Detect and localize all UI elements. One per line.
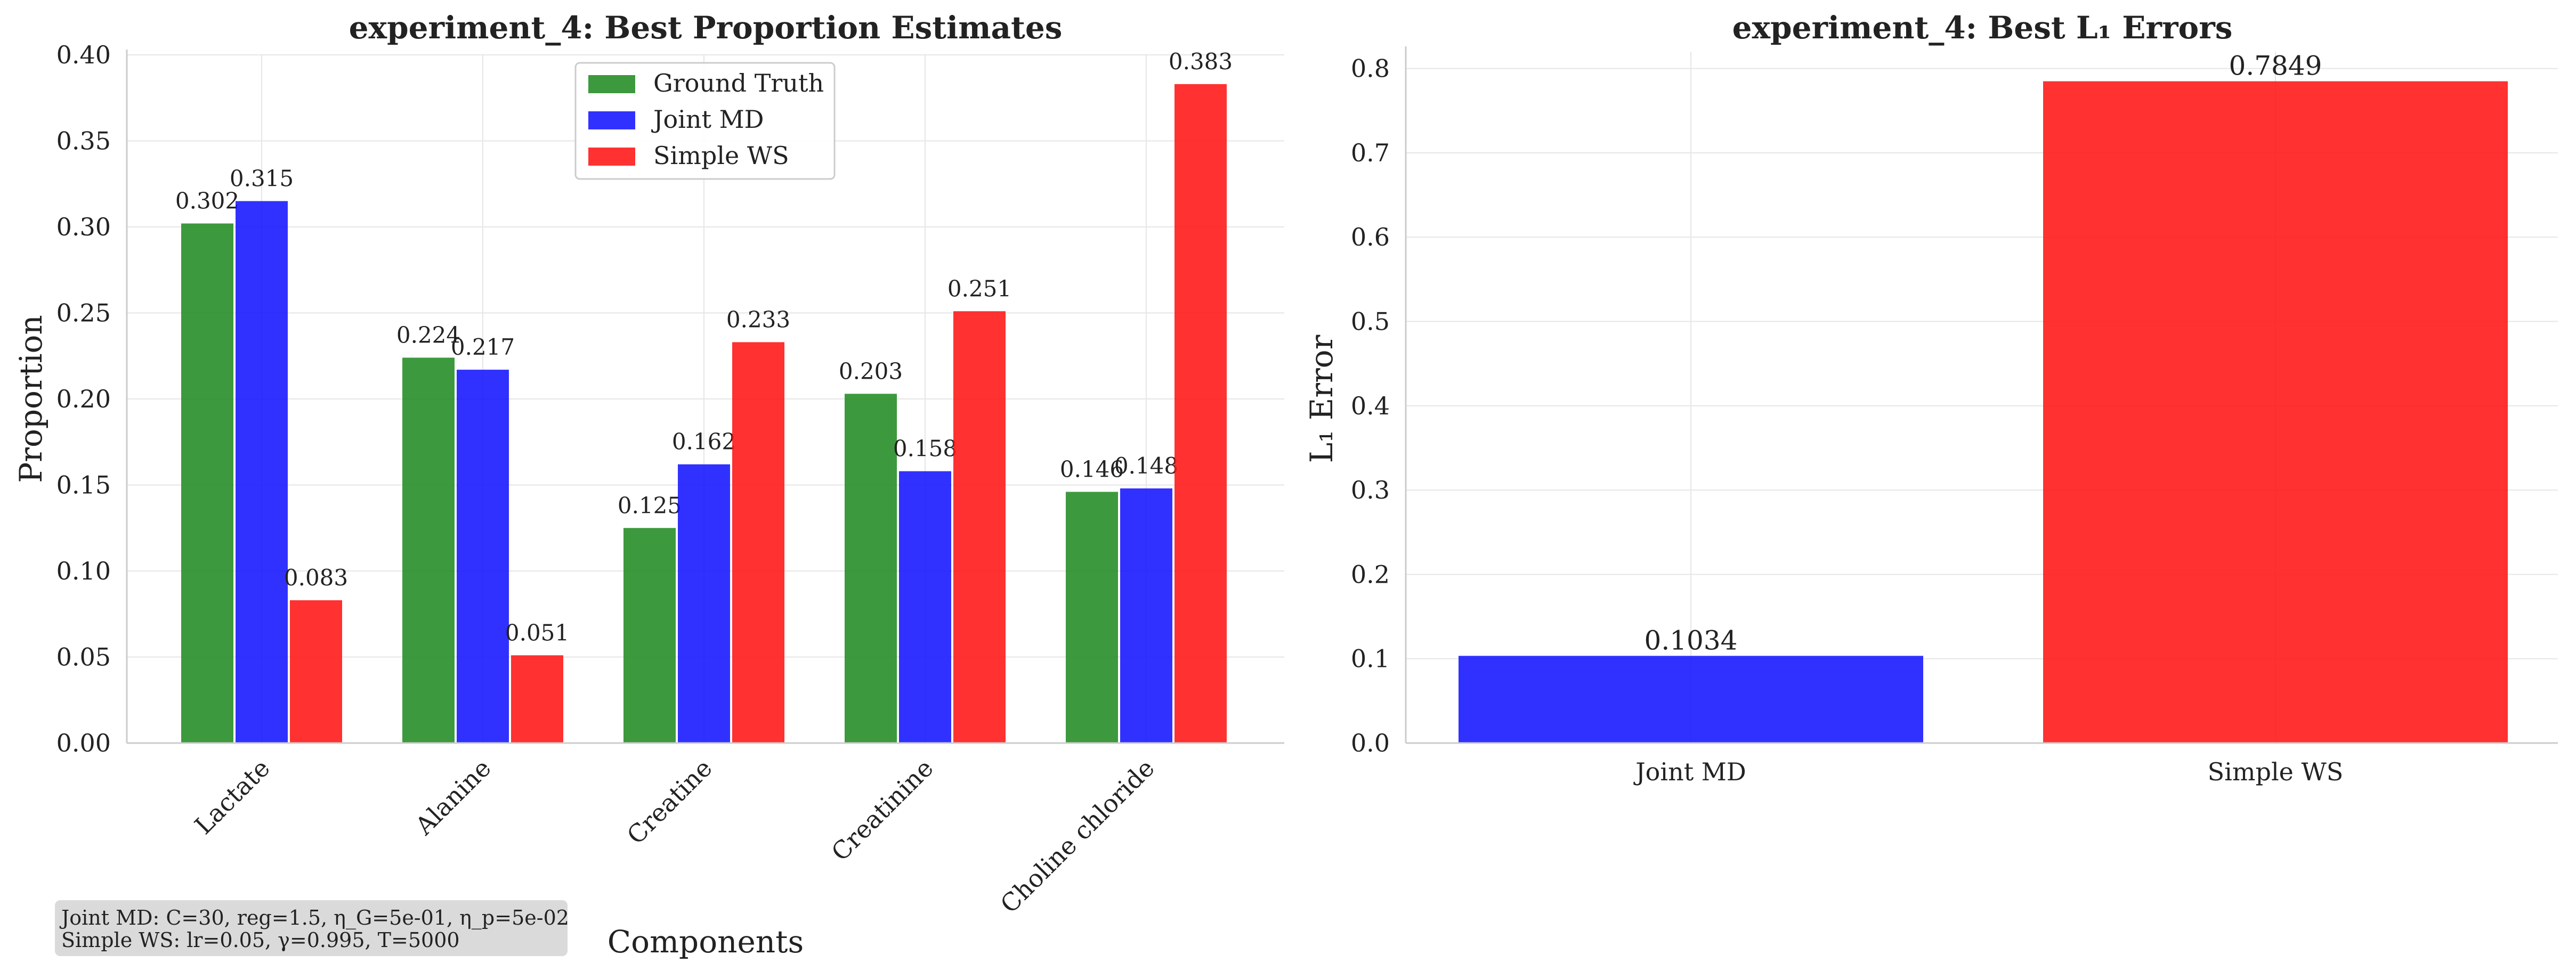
bar-value-label: 0.233 (726, 306, 790, 332)
y-tick-label: 0.30 (56, 213, 111, 241)
x-tick-label: Alanine (409, 754, 497, 841)
bar-l1-error (2043, 81, 2508, 743)
bar-ground-truth (402, 357, 455, 743)
bar-value-label: 0.315 (230, 166, 294, 192)
legend-label: Ground Truth (653, 69, 824, 97)
parameter-annotation: Joint MD: C=30, reg=1.5, η_G=5e-01, η_p=… (55, 900, 569, 956)
x-tick-label: Creatine (621, 754, 718, 850)
y-tick-label: 0.5 (1351, 307, 1390, 336)
bar-simple-ws (290, 600, 342, 743)
y-tick-label: 0.00 (56, 729, 111, 757)
bar-value-label: 0.162 (672, 429, 736, 455)
y-tick-label: 0.35 (56, 127, 111, 156)
bar-value-label: 0.148 (1114, 453, 1178, 479)
bar-value-label: 0.203 (839, 358, 903, 384)
y-tick-label: 0.20 (56, 385, 111, 413)
bar-value-label: 0.1034 (1645, 625, 1738, 656)
bar-ground-truth (623, 528, 676, 743)
x-tick-label: Lactate (189, 754, 276, 840)
chart-title: experiment_4: Best L₁ Errors (1732, 10, 2233, 46)
annotation-box (55, 900, 568, 956)
legend-box (574, 62, 836, 180)
x-tick-label: Joint MD (1633, 757, 1746, 786)
x-tick-label: Simple WS (2208, 757, 2344, 786)
bar-value-label: 0.7849 (2229, 51, 2322, 81)
x-axis-label: Components (607, 924, 804, 960)
y-tick-label: 0.7 (1351, 138, 1390, 167)
y-tick-label: 0.6 (1351, 223, 1390, 251)
legend-label: Joint MD (651, 105, 764, 134)
legend-swatch (588, 111, 635, 129)
y-tick-label: 0.1 (1351, 644, 1390, 673)
bar-simple-ws (732, 342, 784, 743)
bar-joint-md (1120, 488, 1172, 743)
bar-ground-truth (1066, 492, 1118, 743)
bar-value-label: 0.302 (175, 188, 239, 214)
annotation-line: Joint MD: C=30, reg=1.5, η_G=5e-01, η_p=… (59, 906, 569, 930)
x-tick-label: Choline chloride (995, 754, 1160, 919)
bar-l1-error (1459, 656, 1923, 743)
bar-joint-md (678, 464, 730, 743)
legend-label: Simple WS (653, 141, 789, 170)
bar-ground-truth (181, 223, 233, 743)
y-tick-label: 0.05 (56, 643, 111, 672)
bar-value-label: 0.217 (451, 334, 515, 360)
bar-simple-ws (511, 655, 563, 743)
bar-value-label: 0.383 (1169, 48, 1233, 75)
legend: Ground Truth Joint MD Simple WS (574, 62, 836, 180)
y-tick-label: 0.3 (1351, 476, 1390, 504)
bar-value-label: 0.083 (284, 565, 348, 591)
bar-joint-md (457, 370, 509, 743)
y-axis-label: L₁ Error (1303, 335, 1340, 463)
l1-error-chart: 0.1034 0.7849 0.0 0.1 0.2 0.3 0.4 0.5 0.6 0.7 0.8 J… (1303, 10, 2558, 786)
y-tick-label: 0.10 (56, 557, 111, 585)
y-tick-label: 0.15 (56, 471, 111, 500)
bar-value-label: 0.158 (893, 436, 957, 462)
annotation-line: Simple WS: lr=0.05, γ=0.995, T=5000 (61, 928, 460, 952)
y-tick-label: 0.40 (56, 40, 111, 69)
bar-simple-ws (953, 311, 1006, 743)
y-tick-label: 0.2 (1351, 560, 1390, 589)
bar-value-label: 0.251 (947, 275, 1011, 301)
chart-title: experiment_4: Best Proportion Estimates (349, 10, 1063, 46)
bar-simple-ws (1174, 84, 1227, 743)
y-axis-label: Proportion (13, 315, 49, 483)
proportion-chart: 0.302 0.224 0.125 0.203 0.146 0.315 0.217 0.162… (13, 10, 1284, 960)
y-tick-label: 0.4 (1351, 391, 1390, 420)
y-tick-label: 0.8 (1351, 54, 1390, 83)
y-tick-label: 0.25 (56, 299, 111, 328)
x-tick-label: Creatinine (825, 754, 938, 867)
bar-value-label: 0.146 (1060, 456, 1124, 482)
bar-value-label: 0.224 (396, 322, 460, 348)
legend-swatch (588, 75, 635, 93)
bar-joint-md (236, 201, 288, 743)
bar-value-label: 0.051 (505, 619, 569, 646)
bar-value-label: 0.125 (618, 492, 682, 518)
bar-ground-truth (845, 394, 897, 743)
legend-swatch (588, 148, 635, 166)
y-tick-label: 0.0 (1351, 729, 1390, 757)
bar-joint-md (899, 471, 951, 743)
